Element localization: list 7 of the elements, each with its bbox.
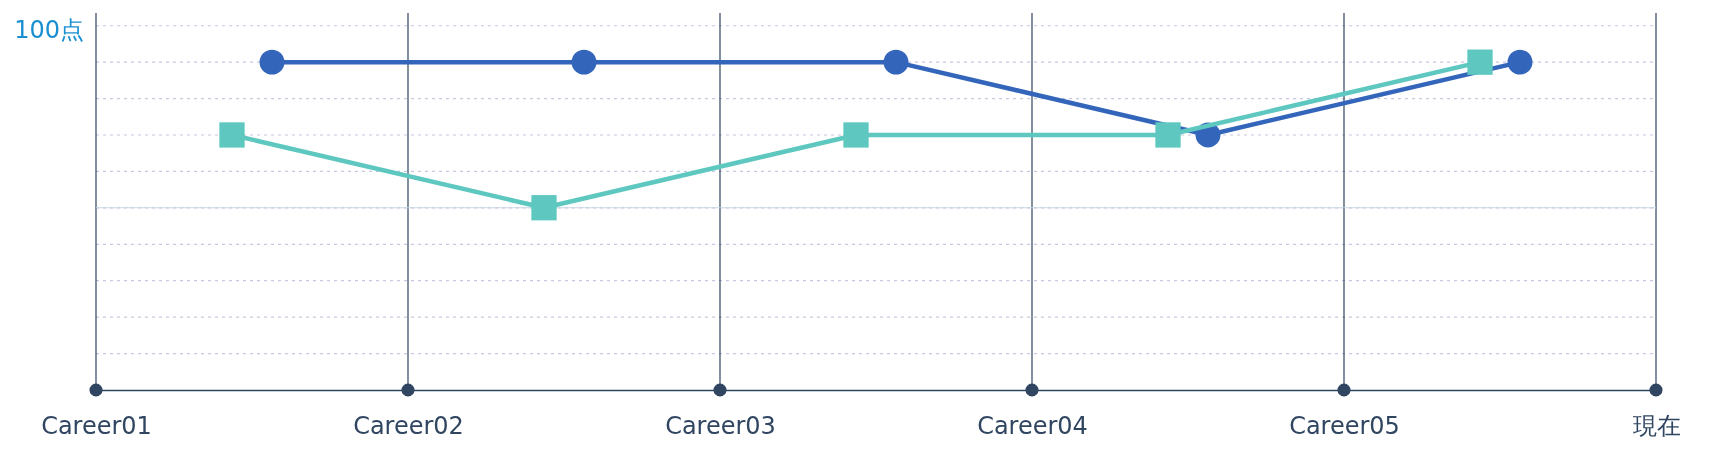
x-tick-label: Career02 — [353, 411, 464, 440]
x-tick-label: 現在 — [1632, 411, 1681, 440]
text: 100点 — [14, 16, 84, 44]
x-tick-label: Career04 — [977, 411, 1088, 440]
x-tick-label: Career03 — [665, 411, 776, 440]
x-tick-label: Career01 — [41, 411, 152, 440]
x-tick-label: Career05 — [1289, 411, 1400, 440]
